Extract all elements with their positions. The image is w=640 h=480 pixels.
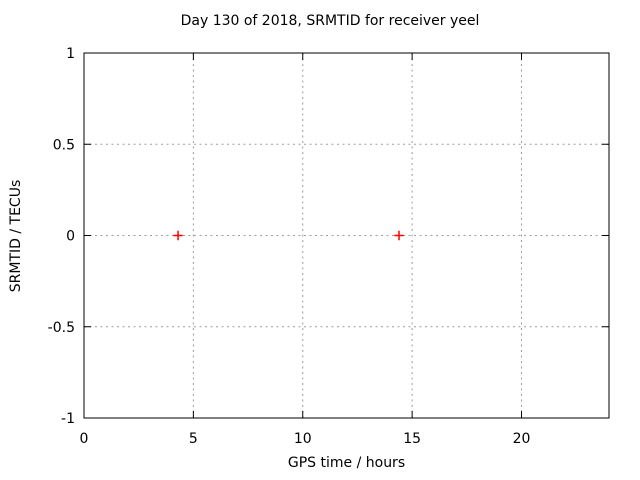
y-tick-label: -1 (61, 411, 75, 427)
y-tick-label: 0.5 (53, 137, 75, 153)
y-tick-label: 0 (66, 229, 75, 245)
x-tick-label: 5 (189, 431, 198, 447)
x-tick-label: 0 (80, 431, 89, 447)
x-tick-label: 20 (513, 431, 531, 447)
chart-title: Day 130 of 2018, SRMTID for receiver yee… (180, 13, 480, 29)
x-tick-label: 10 (294, 431, 312, 447)
y-tick-label: 1 (66, 46, 75, 62)
x-axis-label: GPS time / hours (287, 455, 406, 471)
x-tick-label: 15 (403, 431, 421, 447)
data-point-marker (394, 230, 404, 241)
data-point-marker (173, 230, 183, 241)
y-tick-label: -0.5 (48, 320, 75, 336)
